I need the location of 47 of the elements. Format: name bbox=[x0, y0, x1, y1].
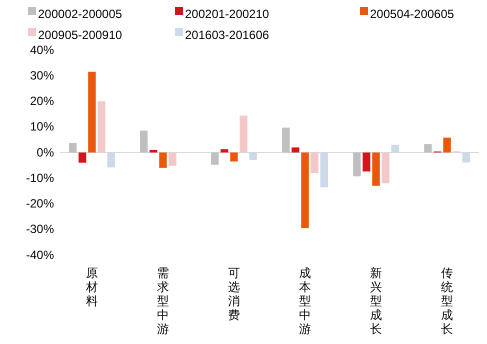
legend-label: 201603-201606 bbox=[185, 28, 270, 42]
y-tick-label: 40% bbox=[30, 42, 54, 57]
x-tick-label: 需求型中游 bbox=[156, 266, 169, 336]
bar bbox=[168, 152, 176, 166]
y-tick-label: 30% bbox=[30, 68, 54, 82]
x-tick-label: 新兴型成长 bbox=[370, 266, 382, 336]
bar bbox=[159, 152, 167, 168]
bar bbox=[282, 128, 290, 152]
x-tick-label: 原材料 bbox=[84, 266, 98, 308]
bar bbox=[78, 152, 86, 163]
bar bbox=[107, 152, 115, 168]
bar bbox=[320, 152, 328, 188]
bar bbox=[230, 152, 238, 162]
bar bbox=[443, 138, 451, 152]
bar bbox=[382, 152, 390, 184]
x-tick-label: 可选消费 bbox=[228, 266, 240, 322]
bar bbox=[240, 116, 248, 152]
bar bbox=[310, 152, 318, 173]
x-tick-label: 传统型成长 bbox=[441, 266, 454, 336]
bar bbox=[220, 149, 228, 152]
bar bbox=[292, 147, 300, 152]
y-tick-label: -20% bbox=[26, 196, 54, 211]
y-tick-label: -10% bbox=[26, 170, 54, 185]
bar bbox=[249, 152, 257, 160]
y-tick-label: 0% bbox=[36, 145, 54, 160]
legend-label: 200504-200605 bbox=[370, 7, 454, 22]
bar bbox=[362, 152, 370, 172]
legend-label: 200905-200910 bbox=[38, 28, 122, 42]
bar bbox=[88, 72, 96, 152]
bar bbox=[391, 144, 399, 152]
bar bbox=[353, 152, 361, 176]
bar bbox=[69, 143, 77, 152]
y-tick-label: -40% bbox=[26, 248, 54, 262]
x-tick-label: 成本型中游 bbox=[299, 266, 312, 336]
y-tick-label: -30% bbox=[26, 222, 54, 236]
bar bbox=[372, 152, 380, 186]
bar bbox=[301, 152, 309, 228]
y-tick-label: 10% bbox=[30, 120, 54, 134]
bar bbox=[424, 144, 432, 152]
legend-label: 200201-200210 bbox=[185, 7, 270, 22]
y-tick-label: 20% bbox=[30, 94, 54, 108]
bar bbox=[462, 152, 470, 162]
bar bbox=[140, 130, 148, 152]
bar bbox=[211, 152, 219, 165]
legend-label: 200002-200005 bbox=[38, 7, 122, 22]
bar bbox=[98, 101, 106, 152]
bar bbox=[150, 150, 158, 152]
